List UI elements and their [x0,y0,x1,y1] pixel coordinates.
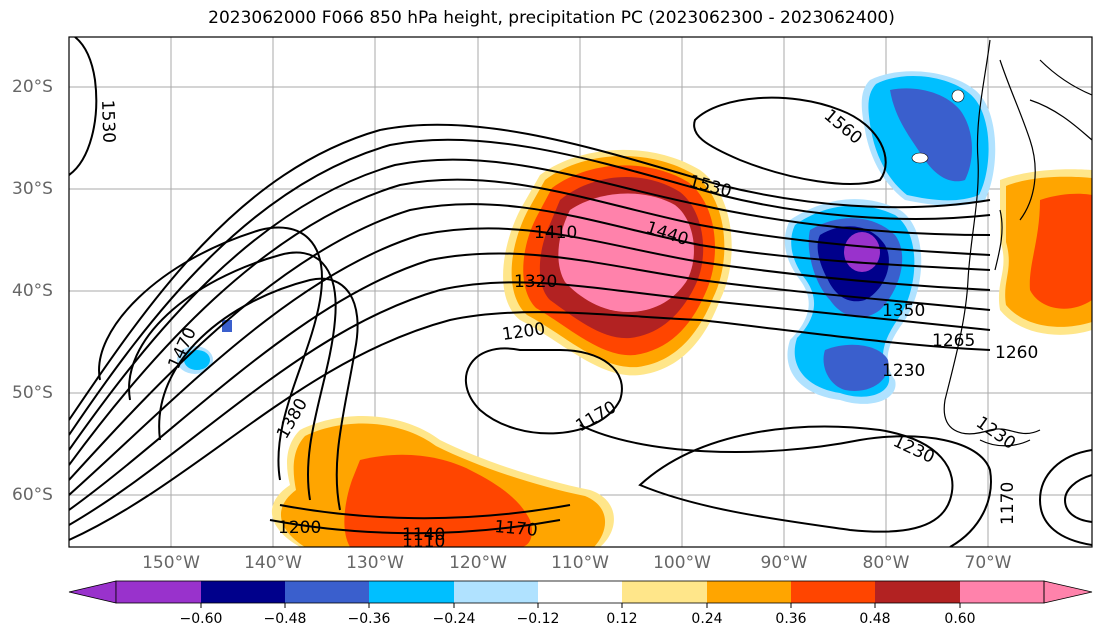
map-frame [68,36,1093,548]
lon-label: 110°W [551,553,609,573]
lon-label: 140°W [244,553,302,573]
lat-label: 20°S [12,77,53,97]
colorbar-segment [454,581,538,603]
lon-label: 80°W [862,553,910,573]
colorbar-tick: 0.12 [606,611,638,627]
colorbar-segment [538,581,622,603]
colorbar-segment [201,581,285,603]
lon-label: 130°W [346,553,404,573]
contour-label: 1200 [501,319,547,345]
precip-negative-center [784,199,922,404]
colorbar [68,580,1093,608]
colorbar-segment [116,581,201,603]
colorbar-segment [960,581,1044,603]
colorbar-tick: 0.24 [691,611,723,627]
colorbar-min-extend [68,580,117,604]
colorbar-tick: 0.36 [775,611,807,627]
contour-label: 1230 [882,361,925,381]
colorbar-segment [369,581,454,603]
colorbar-tick: −0.12 [516,611,560,627]
contour-label: 1110 [402,532,445,552]
contour-label: 1320 [514,272,557,292]
colorbar-max-extend [1043,580,1093,604]
contour-label: 1200 [278,518,321,538]
lon-label: 150°W [142,553,200,573]
contour-label: 1260 [995,343,1038,363]
colorbar-segment [622,581,707,603]
lat-label: 50°S [12,383,53,403]
lon-label: 120°W [449,553,507,573]
contour-label: 1410 [534,223,577,243]
map-title: 2023062000 F066 850 hPa height, precipit… [208,8,895,28]
contour-label: 1170 [494,517,539,541]
colorbar-tick: −0.36 [347,611,391,627]
lon-label: 70°W [964,553,1012,573]
coastline [943,39,1092,447]
contour-label: 1530 [97,99,118,143]
contour-label: 1230 [972,413,1019,454]
height-contours [69,37,1092,547]
colorbar-tick: 0.48 [859,611,891,627]
contour-label: 1265 [932,331,975,351]
contour-label: 1170 [998,482,1018,525]
colorbar-segment [707,581,791,603]
contour-label: 1140 [402,525,445,545]
colorbar-tick: 0.60 [944,611,976,627]
colorbar-segment [285,581,369,603]
lon-label: 90°W [760,553,808,573]
colorbar-segment [791,581,875,603]
colorbar-segment [875,581,960,603]
lat-label: 40°S [12,281,53,301]
lon-label: 100°W [653,553,711,573]
lat-label: 60°S [12,485,53,505]
contour-label: 1350 [882,301,925,321]
lat-label: 30°S [12,179,53,199]
colorbar-tick: −0.48 [263,611,307,627]
precip-negative-north [861,71,996,206]
colorbar-tick: −0.24 [432,611,476,627]
precip-positive-east [998,169,1092,335]
colorbar-tick: −0.60 [179,611,223,627]
